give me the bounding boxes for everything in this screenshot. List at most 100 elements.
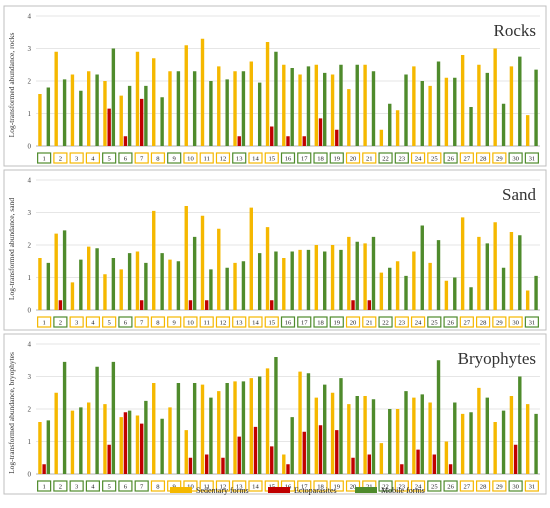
bar-ectoparasites <box>351 457 355 474</box>
bar-mobile <box>192 71 197 146</box>
category-box <box>199 480 214 492</box>
bar-sedentary <box>184 430 188 474</box>
bar-ectoparasites <box>270 300 274 310</box>
bar-sedentary <box>363 64 367 146</box>
category-label: 18 <box>317 484 324 491</box>
bar-mobile <box>339 64 343 146</box>
bar-mobile <box>518 56 522 146</box>
bar-mobile <box>79 259 83 310</box>
bar-ectoparasites <box>351 300 355 310</box>
bar-ectoparasites <box>253 426 258 474</box>
category-box <box>53 152 68 164</box>
bar-mobile <box>453 77 457 146</box>
panel-2: 0 12 3 4 Log-transformed abundance, bryophyt… <box>3 333 547 495</box>
panel-title: Rocks <box>494 21 537 40</box>
category-label: 23 <box>399 484 406 491</box>
category-box <box>492 152 507 164</box>
bar-sedentary <box>70 410 75 474</box>
bar-mobile <box>371 71 376 146</box>
bar-sedentary <box>168 71 172 146</box>
category-label: 27 <box>464 156 471 163</box>
y-tick-label: 0 <box>28 307 32 315</box>
category-label: 16 <box>285 320 292 327</box>
category-label: 21 <box>366 156 373 163</box>
category-label: 6 <box>124 484 128 491</box>
category-label: 9 <box>173 156 177 163</box>
bar-mobile <box>160 97 164 146</box>
bar-sedentary <box>152 383 156 474</box>
bar-mobile <box>274 357 278 474</box>
category-label: 2 <box>59 320 62 327</box>
bar-sedentary <box>217 66 221 146</box>
category-label: 3 <box>75 484 79 491</box>
y-axis-label: Log-transformed abundance, bryophytes <box>7 352 16 474</box>
y-tick-label: 0 <box>28 471 32 479</box>
bar-sedentary <box>152 210 156 310</box>
category-label: 1 <box>42 320 45 327</box>
bar-mobile <box>46 420 51 474</box>
bar-sedentary <box>265 42 270 146</box>
bar-sedentary <box>460 217 465 310</box>
bar-ectoparasites <box>139 98 144 146</box>
bar-mobile <box>127 410 132 474</box>
bar-mobile <box>404 74 408 146</box>
bar-ectoparasites <box>302 431 306 474</box>
legend-swatch-mobile <box>355 487 377 493</box>
category-label: 8 <box>156 484 160 491</box>
category-label: 30 <box>512 484 519 491</box>
category-box <box>345 480 361 492</box>
category-label: 11 <box>204 484 210 491</box>
bar-sedentary <box>249 207 253 310</box>
bar-sedentary <box>70 74 75 146</box>
category-box <box>150 480 166 492</box>
bar-mobile <box>111 48 116 146</box>
bar-mobile <box>485 72 489 146</box>
bar-ectoparasites <box>286 464 290 474</box>
category-box <box>459 316 474 328</box>
bar-sedentary <box>184 206 188 310</box>
legend-label-mobile: Mobile forms <box>381 486 425 495</box>
bar-mobile <box>160 253 164 310</box>
category-label: 26 <box>447 484 454 491</box>
category-box <box>394 316 409 328</box>
bar-sedentary <box>314 397 319 474</box>
bar-mobile <box>420 81 424 146</box>
category-label: 4 <box>91 320 95 327</box>
y-tick-label: 4 <box>28 341 32 349</box>
bar-mobile <box>95 248 99 310</box>
y-tick-label: 1 <box>28 110 32 118</box>
category-label: 10 <box>187 320 194 327</box>
bar-mobile <box>95 74 99 146</box>
category-label: 5 <box>108 484 112 491</box>
category-box <box>394 152 409 164</box>
bar-ectoparasites <box>123 136 128 146</box>
bar-mobile <box>371 399 376 474</box>
bar-mobile <box>111 258 116 310</box>
category-box <box>508 152 523 164</box>
category-box <box>118 480 133 492</box>
bar-mobile <box>144 85 148 146</box>
category-label: 12 <box>220 484 227 491</box>
bar-mobile <box>469 287 473 310</box>
bar-sedentary <box>103 81 107 146</box>
category-box <box>167 316 182 328</box>
category-box <box>297 480 312 492</box>
bar-mobile <box>469 107 473 146</box>
bar-sedentary <box>428 402 432 474</box>
category-box <box>183 152 198 164</box>
legend-swatch-sedentary <box>170 487 192 493</box>
bar-sedentary <box>509 396 514 474</box>
bar-sedentary <box>477 236 481 310</box>
category-box <box>475 480 491 492</box>
legend-swatch-ectoparasites <box>268 487 290 493</box>
category-label: 13 <box>236 484 243 491</box>
bar-sedentary <box>525 115 530 146</box>
bar-sedentary <box>363 243 367 310</box>
bar-sedentary <box>347 404 351 474</box>
category-label: 1 <box>42 156 45 163</box>
category-box <box>475 152 491 164</box>
category-box <box>150 152 166 164</box>
bar-mobile <box>518 235 522 310</box>
bar-sedentary <box>444 77 449 146</box>
y-tick-label: 3 <box>28 209 32 217</box>
